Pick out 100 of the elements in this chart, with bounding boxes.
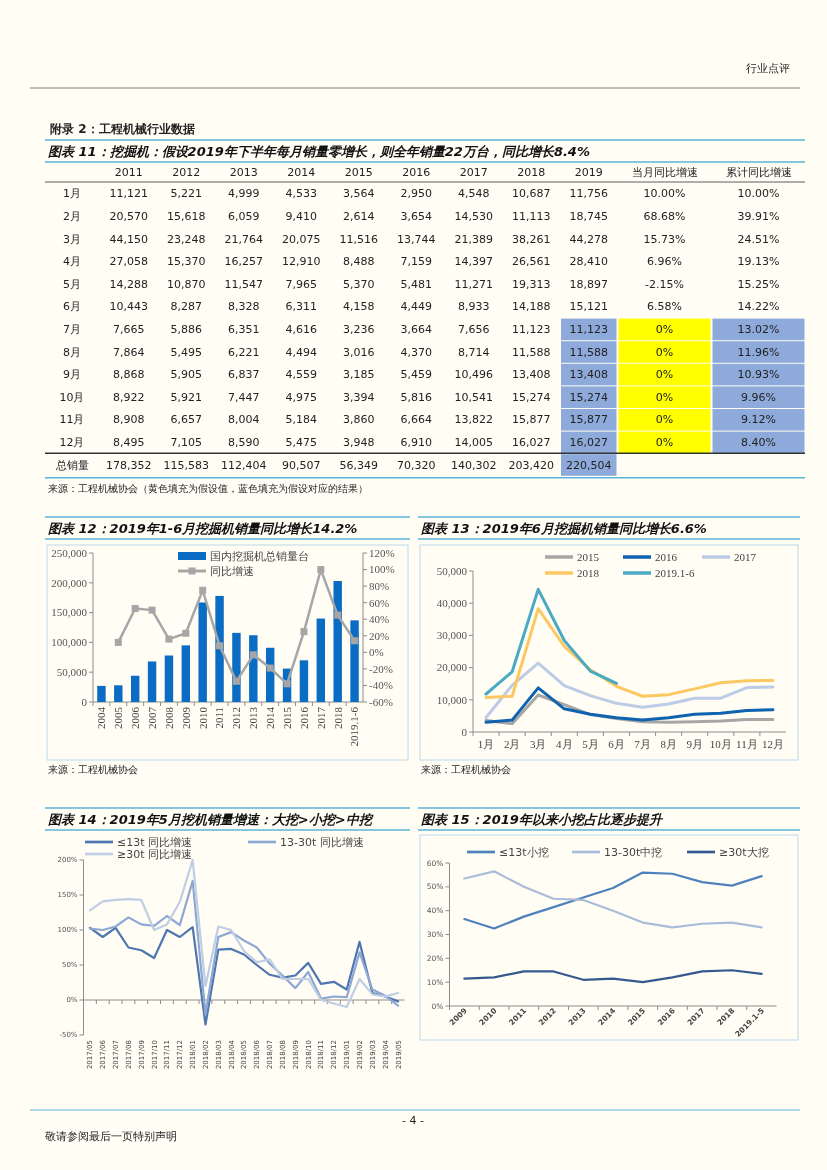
y2-tick-label: 60% [369,596,390,609]
point [232,677,240,685]
data-label: 4,449 [400,300,432,314]
data-label: 11,588 [569,345,608,359]
data-label: 115,583 [163,458,209,472]
x-tick-label: 2011 [213,707,226,729]
y-tick-label: 30,000 [436,629,468,642]
x-tick-label: 1月 [477,738,495,750]
x-tick-label: 2016 [402,166,431,179]
point [334,611,342,619]
legend-label: ≤13t小挖 [499,846,549,859]
x-tick-label: 2009 [179,706,192,729]
point [131,604,139,612]
x-tick-label: 5月 [582,738,599,750]
x-tick-label: 2015 [280,706,293,729]
y-tick-label: 总销量 [54,458,89,472]
x-tick-label: 8月 [660,738,677,750]
data-label: 6,657 [170,413,202,427]
data-label: 7,864 [113,345,145,359]
data-label: 5,184 [285,413,317,427]
line-series [88,926,400,1026]
bar [97,685,106,702]
data-label: 39.91% [737,209,780,223]
data-label: 4,158 [343,300,375,314]
data-label: 13.02% [737,322,780,336]
data-label: 10,541 [454,390,493,404]
text: 敬请参阅最后一页特别声明 [45,1130,177,1143]
point [182,629,190,637]
x-tick-label: 2008 [162,706,175,729]
data-label: 11,588 [512,345,551,359]
data-label: 13,408 [512,368,551,382]
data-label: 15,274 [569,390,608,404]
data-label: 8,922 [113,390,145,404]
data-label: 10.93% [737,368,780,382]
x-tick-label: 2016 [297,706,310,729]
legend-label: 国内挖掘机总销量台 [210,550,309,562]
data-label: 178,352 [106,458,152,472]
data-label: 8,488 [343,255,375,269]
y-tick-label: 200,000 [51,576,88,589]
line-series [484,587,618,696]
data-label: 11,121 [109,187,148,201]
x-tick-label: 2013 [229,166,258,179]
point [300,628,308,636]
x-tick-label: 6月 [608,738,625,750]
x-tick-label: 2007 [145,706,158,729]
data-label: 5,495 [170,345,202,359]
data-label: 4,533 [285,187,317,201]
text: 附录 2：工程机械行业数据 [50,122,195,136]
data-label: 14.22% [737,300,780,314]
y-tick-label: 10,000 [436,693,468,706]
data-label: 8,328 [228,300,260,314]
data-label: 3,394 [343,390,375,404]
data-label: 11,516 [339,232,378,246]
data-label: 3,654 [400,209,432,223]
data-label: 0% [655,322,674,336]
data-label: 23,248 [167,232,206,246]
y2-tick-label: 20% [369,629,390,642]
data-label: 8.40% [741,435,776,449]
data-label: 9.12% [741,413,776,427]
data-label: 11,123 [512,322,551,336]
x-tick-label: 2014 [264,706,277,729]
data-label: 11,123 [569,322,608,336]
data-label: 16,027 [569,435,608,449]
legend-label: 2019.1-6 [655,567,695,579]
data-label: 112,404 [221,458,267,472]
data-label: 15.73% [643,232,686,246]
data-label: 5,816 [400,390,432,404]
x-tick-label: 2018 [517,166,546,179]
x-tick-label: 2014 [287,166,316,179]
y-tick-label: 1月 [63,187,81,201]
data-label: 14,530 [454,209,493,223]
data-label: 12,910 [282,255,321,269]
data-label: 21,389 [454,232,493,246]
data-label: 44,278 [569,232,608,246]
data-label: 140,302 [451,458,497,472]
y2-tick-label: 80% [369,579,390,592]
data-label: 5,221 [170,187,202,201]
data-label: 15,121 [569,300,608,314]
legend-label: 2018 [577,567,600,579]
data-label: 24.51% [737,232,780,246]
data-label: 19,313 [512,277,551,291]
data-label: 11,113 [512,209,551,223]
x-tick-label: 2019 [574,166,603,179]
legend-label: ≤13t 同比增速 [117,836,193,849]
y-tick-label: 3月 [63,232,81,246]
x-tick-label: 2017 [459,166,488,179]
x-tick-label: 2018 [331,706,344,729]
data-label: 28,410 [569,255,608,269]
data-label: 70,320 [397,458,436,472]
point [216,642,224,650]
x-tick-label: 2006 [129,706,142,729]
data-label: 5,459 [400,368,432,382]
data-label: 5,475 [285,435,317,449]
chart-title: 图表 11：挖掘机：假设2019年下半年每月销量零增长，则全年销量22万台，同比增长8.4% [48,144,590,159]
text: 行业点评 [746,62,790,75]
legend-label: ≥30t大挖 [719,846,769,859]
data-label: 13,408 [569,368,608,382]
data-label: 10,870 [167,277,206,291]
data-label: 5,370 [343,277,375,291]
bar [181,645,191,702]
